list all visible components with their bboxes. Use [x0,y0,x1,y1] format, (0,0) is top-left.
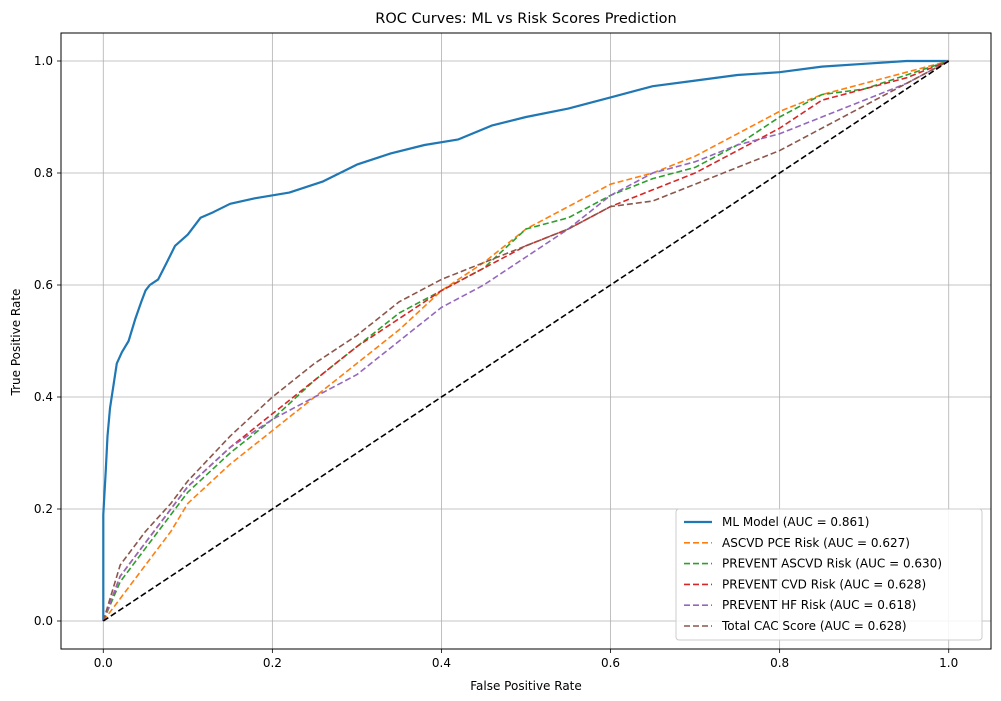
legend-label-3: PREVENT CVD Risk (AUC = 0.628) [722,577,926,591]
series-line-2 [102,60,949,622]
x-tick-label: 0.0 [94,656,113,670]
legend-label-2: PREVENT ASCVD Risk (AUC = 0.630) [722,557,942,571]
x-tick-label: 1.0 [939,656,958,670]
legend-label-0: ML Model (AUC = 0.861) [722,515,869,529]
legend-label-5: Total CAC Score (AUC = 0.628) [721,619,907,633]
legend-box [675,508,983,641]
y-tick-label: 0.8 [34,166,53,180]
chart-title: ROC Curves: ML vs Risk Scores Prediction [375,11,676,27]
legend-label-1: ASCVD PCE Risk (AUC = 0.627) [722,536,910,550]
series-layer [102,59,950,622]
x-tick-label: 0.4 [432,656,451,670]
x-tick-label: 0.8 [770,656,789,670]
y-tick-label: 0.2 [34,502,53,516]
y-tick-label: 0.6 [34,278,53,292]
grid [61,33,991,649]
series-line-3 [102,60,949,622]
series-line-5 [102,60,950,622]
x-tick-label: 0.2 [263,656,282,670]
y-tick-label: 1.0 [34,54,53,68]
x-axis-label: False Positive Rate [470,679,582,693]
y-tick-label: 0.0 [34,614,53,628]
y-tick-label: 0.4 [34,390,53,404]
legend: ML Model (AUC = 0.861) ASCVD PCE Risk (AU… [675,508,983,641]
reference-diagonal-line [102,60,950,622]
x-tick-label: 0.6 [601,656,620,670]
series-line-1 [102,60,949,622]
y-axis-label: True Positive Rate [9,289,23,397]
plot-frame [60,32,992,650]
series-line-0 [102,59,949,621]
ticks: 0.0 0.2 0.4 0.6 0.8 1.0 0.0 0.2 0.4 0.6 0.8 1.0 [34,54,958,670]
legend-label-4: PREVENT HF Risk (AUC = 0.618) [722,598,916,612]
